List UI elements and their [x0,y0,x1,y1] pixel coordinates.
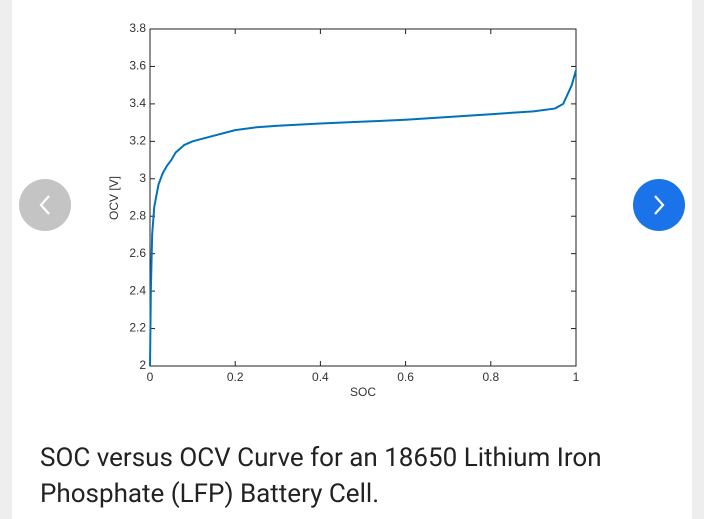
x-axis-label: SOC [350,385,376,399]
chart: SOC OCV [V] 0 0.2 0.4 0.6 0.8 1 2 2.2 2.4 2.6 2.8 3… [19,21,685,399]
x-tick-label: 0.2 [227,370,244,384]
axes-box [149,28,577,367]
y-tick-label: 3.4 [129,96,146,110]
y-tick-label: 2.6 [129,246,146,260]
x-tick-label: 0.8 [482,370,499,384]
y-tick-label: 2.2 [129,321,146,335]
caption: SOC versus OCV Curve for an 18650 Lithiu… [40,443,602,509]
y-tick-label: 2.8 [129,208,146,222]
y-tick-label: 2 [139,358,146,372]
x-tick-label: 0.4 [312,370,329,384]
y-tick-label: 3.6 [129,59,146,73]
prev-button[interactable] [19,179,71,231]
prev-arrow [39,195,50,215]
y-axis-label: OCV [V] [107,176,121,220]
x-tick-label: 1 [573,370,580,384]
next-arrow [654,195,665,215]
prev-circle[interactable] [19,179,71,231]
y-tick-label: 3.2 [129,134,146,148]
x-tick-label: 0 [147,370,154,384]
y-tick-label: 2.4 [129,283,146,297]
next-button[interactable] [633,179,685,231]
y-tick-label: 3 [139,171,146,185]
data-line [149,69,577,367]
y-tick-label: 3.8 [129,21,146,35]
x-tick-label: 0.6 [397,370,414,384]
next-circle[interactable] [633,179,685,231]
